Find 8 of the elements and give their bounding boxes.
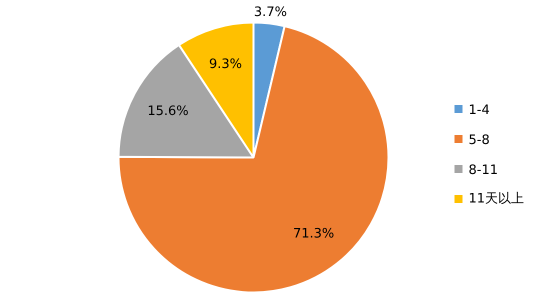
data-label: 71.3% [292, 226, 334, 242]
data-label: 9.3% [208, 56, 242, 72]
data-label: 15.6% [147, 104, 189, 119]
data-label: 3.7% [254, 5, 287, 20]
legend-label: 5-8 [468, 133, 490, 148]
legend-label: 8-11 [468, 163, 498, 178]
legend-label: 11天以上 [468, 192, 524, 206]
legend-label: 1-4 [468, 103, 490, 118]
